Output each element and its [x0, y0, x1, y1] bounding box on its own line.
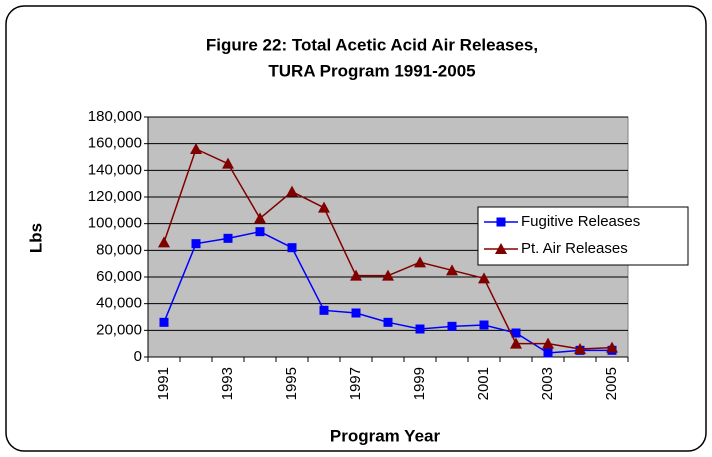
y-tick-label: 0	[134, 348, 142, 365]
marker	[350, 269, 362, 281]
x-tick-label: 1993	[219, 367, 236, 400]
marker	[191, 239, 201, 249]
marker	[606, 341, 618, 353]
marker	[446, 264, 458, 276]
marker	[254, 212, 266, 224]
marker	[511, 328, 521, 338]
marker	[351, 308, 361, 318]
y-tick-label: 100,000	[88, 215, 142, 232]
y-tick-label: 140,000	[88, 161, 142, 178]
marker	[542, 337, 554, 349]
marker	[255, 227, 265, 237]
marker	[190, 143, 202, 154]
y-tick-label: 80,000	[96, 241, 142, 258]
marker	[158, 236, 170, 248]
marker	[543, 348, 553, 358]
marker	[383, 317, 393, 327]
x-tick-label: 1991	[155, 367, 172, 400]
x-tick-label: 2005	[603, 367, 620, 400]
y-tick-label: 180,000	[88, 108, 142, 125]
marker	[286, 185, 298, 197]
marker	[415, 324, 425, 334]
x-tick-label: 2001	[475, 367, 492, 400]
marker	[478, 272, 490, 284]
chart-title: Figure 22: Total Acetic Acid Air Release…	[206, 35, 538, 54]
legend-label: Pt. Air Releases	[521, 240, 628, 257]
x-tick-label: 1999	[411, 367, 428, 400]
marker	[495, 243, 507, 254]
y-tick-label: 60,000	[96, 268, 142, 285]
marker	[447, 321, 457, 331]
y-tick-label: 120,000	[88, 188, 142, 205]
marker	[319, 305, 329, 315]
marker	[479, 320, 489, 330]
marker	[414, 256, 426, 268]
marker	[510, 337, 522, 349]
x-tick-label: 2003	[539, 367, 556, 400]
x-tick-label: 1995	[283, 367, 300, 400]
marker	[496, 217, 506, 227]
y-tick-label: 160,000	[88, 135, 142, 152]
chart-title: TURA Program 1991-2005	[268, 61, 475, 80]
marker	[318, 201, 330, 213]
marker	[382, 269, 394, 281]
marker	[223, 233, 233, 243]
x-axis-title: Program Year	[330, 426, 441, 445]
marker	[159, 317, 169, 327]
marker	[287, 243, 297, 253]
y-tick-label: 40,000	[96, 295, 142, 312]
y-axis-title: Lbs	[26, 223, 45, 253]
x-tick-label: 1997	[347, 367, 364, 400]
y-tick-label: 20,000	[96, 321, 142, 338]
legend-label: Fugitive Releases	[521, 213, 640, 230]
marker	[222, 157, 234, 169]
marker	[574, 343, 586, 354]
legend	[477, 206, 689, 266]
